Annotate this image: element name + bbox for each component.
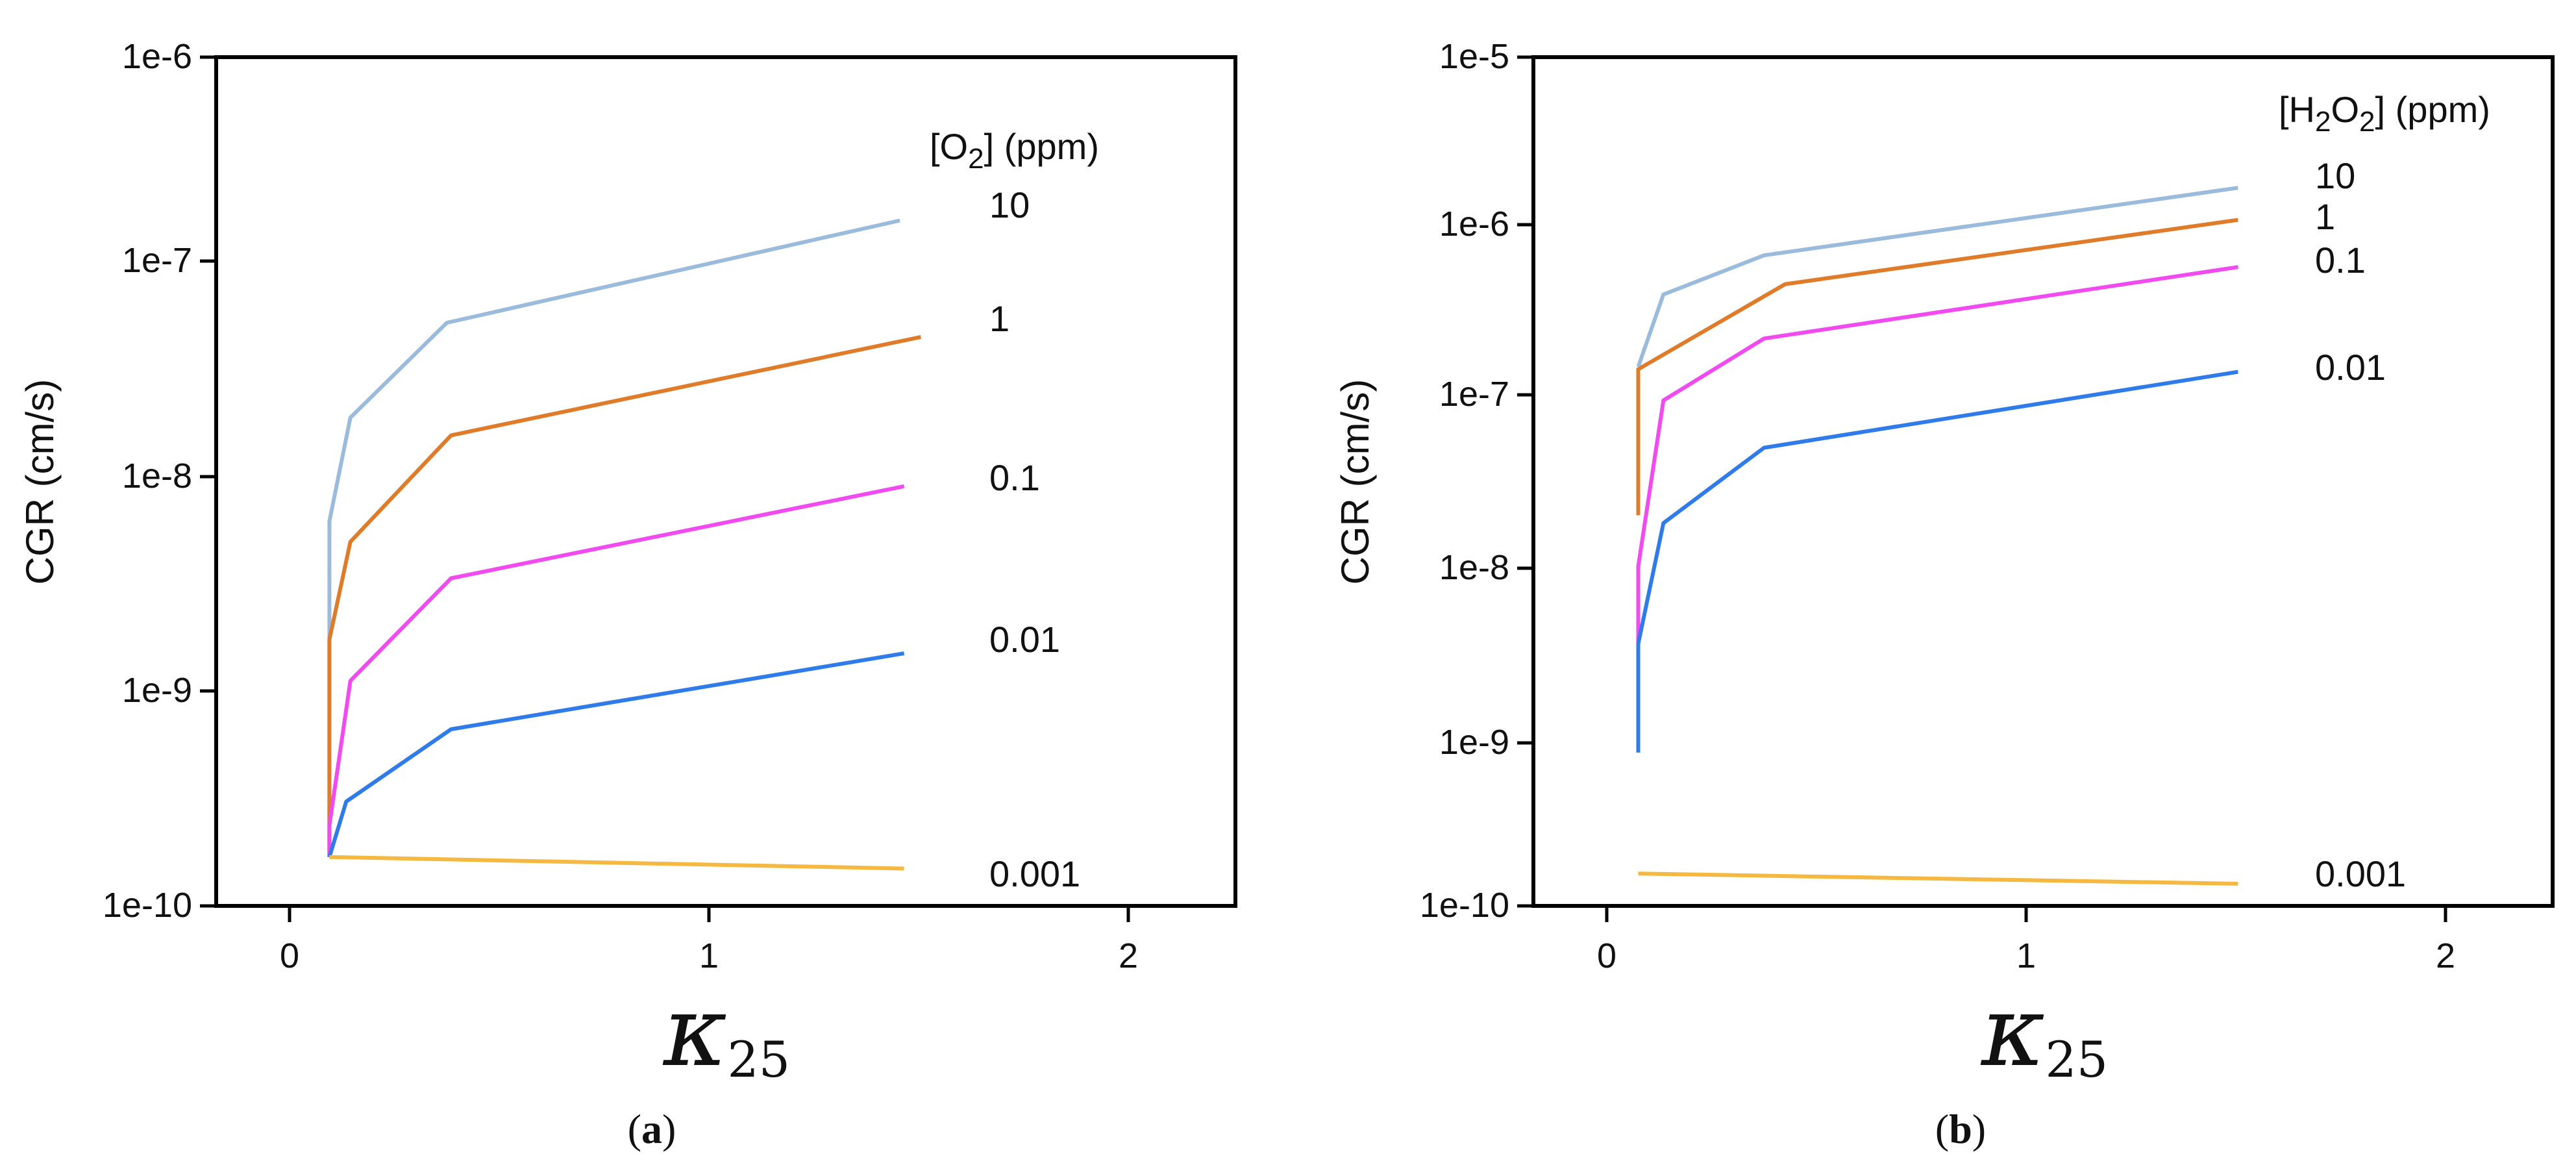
series-label-b-10: 10	[2315, 155, 2355, 196]
series-label-a-0.001: 0.001	[989, 853, 1080, 894]
series-label-a-0.01: 0.01	[989, 619, 1060, 660]
series-line-a-0.001	[329, 855, 904, 871]
series-line-b-0.01	[1636, 370, 2238, 753]
chart-a: 1e-10 1e-9 1e-8 1e-7 1e-6 0 1 2 CGR (cm/…	[18, 37, 1237, 1152]
x-tick-label-a-2: 2	[1119, 936, 1138, 975]
x-tick-label-a-1: 1	[699, 936, 719, 975]
x-axis-subscript-a: 25	[727, 1031, 790, 1088]
x-axis-symbol-a: κ	[662, 975, 727, 1088]
x-axis-subscript-b: 25	[2045, 1031, 2108, 1088]
series-label-a-1: 1	[989, 298, 1009, 339]
y-tick-label-a-0: 1e-10	[103, 886, 192, 925]
legend-title-b-suffix: ] (ppm)	[2375, 89, 2490, 130]
series-line-b-10	[1636, 186, 2238, 368]
series-line-b-1	[1636, 218, 2238, 516]
x-tick-label-b-0: 0	[1597, 936, 1616, 975]
plot-frame-a	[214, 55, 1237, 908]
series-group-a	[327, 218, 922, 871]
x-axis-label-a: κ25	[662, 975, 790, 1088]
legend-title-a-suffix: ] (ppm)	[984, 126, 1099, 167]
series-line-a-10	[327, 218, 900, 857]
x-axis-label-b: κ25	[1980, 975, 2108, 1088]
y-tick-label-b-5: 1e-5	[1439, 37, 1509, 76]
series-label-a-10: 10	[989, 184, 1030, 225]
y-tick-label-a-4: 1e-6	[122, 37, 192, 76]
panel-caption-b-letter: b	[1949, 1106, 1972, 1152]
legend-title-a-sub: 2	[968, 143, 984, 175]
chart-b: 1e-10 1e-9 1e-8 1e-7 1e-6 1e-5 0 1 2 CGR…	[1333, 37, 2555, 1152]
legend-title-a: [O2] (ppm)	[930, 126, 1099, 175]
y-tick-label-a-1: 1e-9	[122, 671, 192, 710]
legend-title-b: [H2O2] (ppm)	[2279, 89, 2490, 138]
series-line-b-0.1	[1636, 265, 2238, 644]
legend-title-b-sub2: 2	[2359, 106, 2375, 138]
legend-title-b-sub1: 2	[2315, 106, 2331, 138]
panel-caption-b: (b)	[1935, 1106, 1986, 1152]
series-line-b-0.001	[1638, 871, 2238, 886]
y-tick-label-a-2: 1e-8	[122, 457, 192, 495]
y-tick-label-b-3: 1e-7	[1439, 375, 1509, 414]
series-label-b-0.01: 0.01	[2315, 347, 2386, 388]
x-tick-label-b-1: 1	[2016, 936, 2036, 975]
y-tick-label-b-0: 1e-10	[1420, 886, 1509, 925]
series-label-b-1: 1	[2315, 196, 2335, 237]
panel-caption-a-letter: a	[641, 1106, 662, 1152]
y-axis-label-a: CGR (cm/s)	[18, 379, 62, 585]
series-line-a-0.1	[327, 484, 905, 857]
plot-frame-b	[1531, 55, 2555, 908]
y-tick-label-b-2: 1e-8	[1439, 548, 1509, 587]
series-line-a-0.01	[327, 651, 905, 858]
legend-title-a-prefix: [O	[930, 126, 968, 167]
legend-title-b-prefix: [H	[2279, 89, 2315, 130]
series-line-a-1	[327, 334, 922, 857]
y-tick-label-b-1: 1e-9	[1439, 723, 1509, 762]
x-axis-symbol-b: κ	[1980, 975, 2045, 1088]
legend-title-b-mid: O	[2331, 89, 2359, 130]
x-tick-label-b-2: 2	[2436, 936, 2455, 975]
x-tick-label-a-0: 0	[280, 936, 299, 975]
series-label-b-0.1: 0.1	[2315, 240, 2366, 281]
panel-caption-a: (a)	[628, 1106, 676, 1152]
y-tick-label-a-3: 1e-7	[122, 241, 192, 280]
series-label-a-0.1: 0.1	[989, 457, 1040, 498]
y-tick-label-b-4: 1e-6	[1439, 205, 1509, 244]
series-group-b	[1636, 186, 2238, 886]
y-axis-label-b: CGR (cm/s)	[1333, 379, 1377, 585]
series-label-b-0.001: 0.001	[2315, 853, 2406, 894]
